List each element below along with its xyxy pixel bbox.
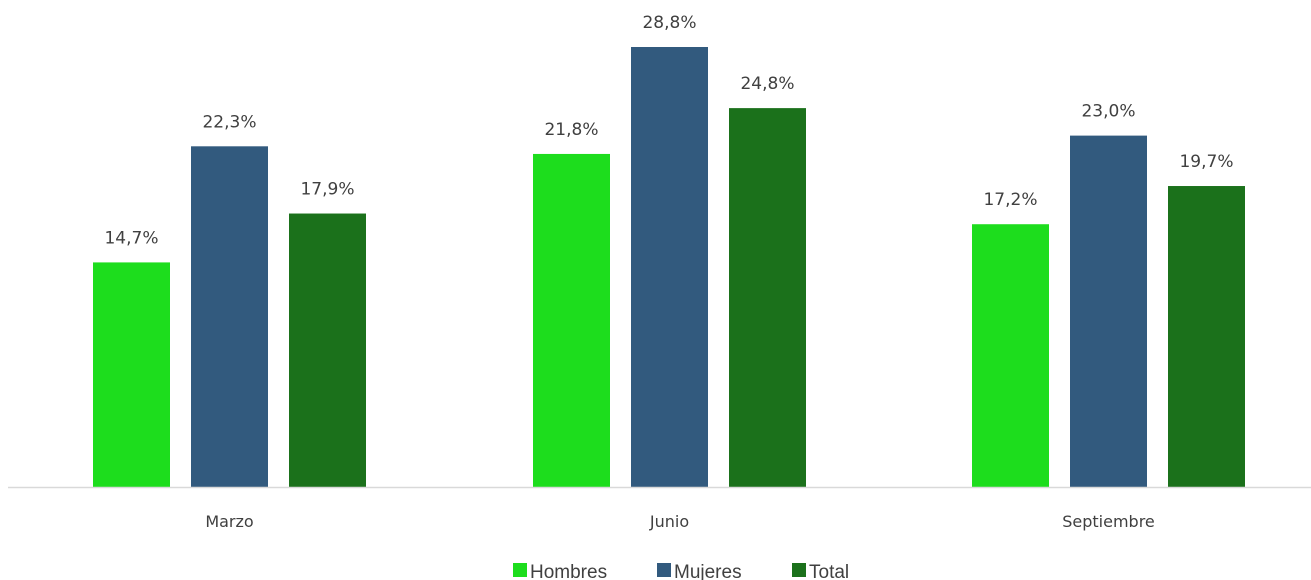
category-label-marzo: Marzo bbox=[205, 512, 253, 531]
legend-swatch-mujeres bbox=[657, 563, 671, 577]
bar-junio-total bbox=[729, 108, 806, 487]
data-label-septiembre-mujeres: 23,0% bbox=[1081, 102, 1135, 122]
category-labels-layer: Marzo Junio Septiembre bbox=[205, 512, 1154, 531]
legend-swatch-hombres bbox=[513, 563, 527, 577]
bar-septiembre-hombres bbox=[972, 224, 1049, 487]
legend-item-hombres: Hombres bbox=[513, 562, 607, 580]
legend-label-total: Total bbox=[809, 562, 849, 580]
data-label-junio-total: 24,8% bbox=[740, 74, 794, 94]
data-label-marzo-total: 17,9% bbox=[300, 180, 354, 200]
data-label-septiembre-total: 19,7% bbox=[1179, 152, 1233, 172]
bar-junio-mujeres bbox=[631, 47, 708, 487]
legend-label-hombres: Hombres bbox=[530, 562, 607, 580]
category-label-junio: Junio bbox=[649, 512, 689, 531]
bar-marzo-hombres bbox=[93, 262, 170, 487]
legend: Hombres Mujeres Total bbox=[513, 562, 849, 580]
data-label-junio-mujeres: 28,8% bbox=[642, 13, 696, 33]
legend-swatch-total bbox=[792, 563, 806, 577]
bar-marzo-mujeres bbox=[191, 146, 268, 488]
data-label-septiembre-hombres: 17,2% bbox=[983, 190, 1037, 210]
data-label-marzo-hombres: 14,7% bbox=[104, 228, 158, 248]
bars-layer bbox=[93, 47, 1245, 488]
bar-septiembre-mujeres bbox=[1070, 135, 1147, 487]
bar-junio-hombres bbox=[533, 153, 610, 487]
bar-marzo-total bbox=[289, 213, 366, 487]
data-label-junio-hombres: 21,8% bbox=[544, 120, 598, 140]
bar-septiembre-total bbox=[1168, 186, 1245, 487]
legend-label-mujeres: Mujeres bbox=[674, 562, 742, 580]
data-labels-layer: 14,7% 22,3% 17,9% 21,8% 28,8% 24,8% 17,2% 23,0%… bbox=[104, 13, 1233, 248]
category-label-septiembre: Septiembre bbox=[1062, 512, 1155, 531]
legend-item-total: Total bbox=[792, 562, 849, 580]
data-label-marzo-mujeres: 22,3% bbox=[202, 112, 256, 132]
legend-item-mujeres: Mujeres bbox=[657, 562, 742, 580]
